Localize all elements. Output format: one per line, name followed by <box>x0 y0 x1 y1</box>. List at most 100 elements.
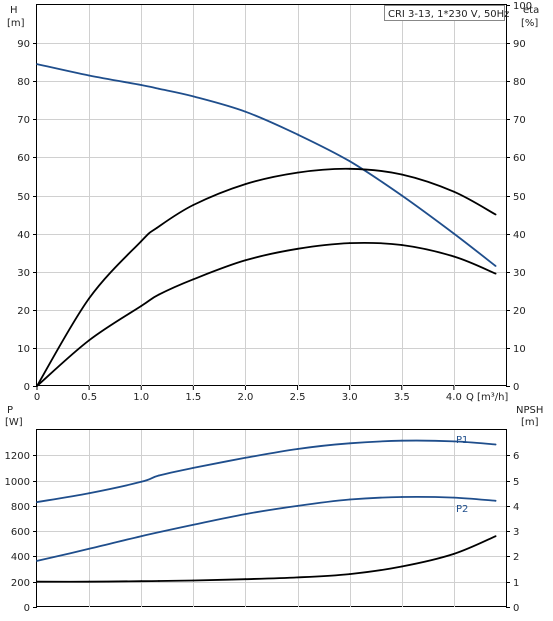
upper-series-2-point <box>140 305 143 307</box>
upper-plot-frame <box>36 4 507 386</box>
lower-series-1-point <box>192 523 195 526</box>
lower-series-0-point <box>348 442 351 445</box>
right-tick-label: 6 <box>513 451 519 462</box>
left-tick-label: 0 <box>24 382 30 393</box>
x-tick-label: 4.0 <box>446 392 462 403</box>
lower-series-0-point <box>494 443 497 446</box>
upper-left-axis-label-1: H <box>10 5 18 16</box>
lower-series-2-point <box>296 576 299 579</box>
right-tick-label: 90 <box>513 39 526 50</box>
upper-series-2-point <box>400 244 403 246</box>
lower-series-0-point <box>36 501 38 503</box>
lower-series-0-point <box>88 492 90 495</box>
upper-series-1-point <box>88 297 90 300</box>
left-tick-label: 70 <box>17 115 30 126</box>
right-tick-label: 80 <box>513 77 526 88</box>
right-tick-label: 4 <box>513 502 519 513</box>
lower-series-1-point <box>296 505 299 507</box>
upper-left-axis-label-2: [m] <box>7 18 25 29</box>
upper-series-0-point <box>192 95 195 98</box>
left-tick-label: 30 <box>17 268 30 279</box>
lower-series-1-point <box>140 535 143 538</box>
lower-series-2-point <box>140 580 143 583</box>
left-tick-label: 800 <box>11 502 30 513</box>
upper-series-0-point <box>244 110 247 113</box>
lower-series-2-point <box>348 573 351 575</box>
lower-series-0-point <box>140 480 143 483</box>
lower-series-2-point <box>400 565 403 568</box>
x-tick-label: 2.0 <box>237 392 253 403</box>
upper-series-0-point <box>158 87 160 90</box>
upper-series-1-point <box>140 240 143 243</box>
lower-series-2-point <box>244 578 247 581</box>
left-tick-label: 50 <box>17 192 30 203</box>
right-tick-label: 10 <box>513 344 526 355</box>
upper-series-2-point <box>348 242 351 245</box>
lower-series-1-point <box>348 498 351 501</box>
upper-series-1-point <box>296 171 299 174</box>
upper-series-2-point <box>192 278 195 281</box>
upper-series-1-point <box>192 204 195 206</box>
left-tick-label: 80 <box>17 77 30 88</box>
upper-series-2-point <box>88 339 90 342</box>
x-tick-label: 1.0 <box>133 392 149 403</box>
upper-series-0-point <box>494 265 497 267</box>
right-tick-label: 3 <box>513 527 519 538</box>
chart-title: CRI 3-13, 1*230 V, 50Hz <box>388 9 509 20</box>
chart-title-box <box>384 5 505 21</box>
x-tick-label: 0.5 <box>81 392 97 403</box>
lower-series-2-point <box>453 553 455 555</box>
lower-series-2-point <box>158 580 160 582</box>
upper-series-0-point <box>400 194 403 197</box>
lower-series-2-point <box>192 579 195 582</box>
lower-right-axis-label-2: [m] <box>521 417 539 428</box>
left-tick-label: 90 <box>17 39 30 50</box>
right-tick-label: 100 <box>513 1 532 12</box>
upper-series-0-line <box>36 63 497 267</box>
lower-series-2-line <box>36 535 496 583</box>
upper-series-2-point <box>296 247 299 250</box>
upper-series-0-point <box>453 232 455 235</box>
right-tick-label: 40 <box>513 230 526 241</box>
lower-right-axis-label-1: NPSH <box>516 405 543 416</box>
upper-series-1-point <box>348 167 351 170</box>
right-tick-label: 0 <box>513 603 519 614</box>
lower-series-1-line <box>36 495 496 562</box>
lower-plot-frame <box>36 429 507 607</box>
lower-series-1-point <box>400 496 403 498</box>
lower-left-axis-label-2: [W] <box>5 417 23 428</box>
lower-series-0-point <box>296 448 299 450</box>
left-tick-label: 60 <box>17 153 30 164</box>
lower-left-axis-label-1: P <box>7 405 13 416</box>
upper-series-1-point <box>244 183 247 186</box>
right-tick-label: 20 <box>513 306 526 317</box>
x-tick-label: 1.5 <box>185 392 201 403</box>
lower-series-0-line <box>36 439 496 503</box>
left-tick-label: 10 <box>17 344 30 355</box>
x-tick-label: 0 <box>34 392 40 403</box>
left-tick-label: 600 <box>11 527 30 538</box>
left-tick-label: 40 <box>17 230 30 241</box>
right-tick-label: 5 <box>513 477 519 488</box>
series-label-p2: P2 <box>456 504 468 515</box>
upper-series-2-line <box>36 241 496 387</box>
left-tick-label: 20 <box>17 306 30 317</box>
upper-series-1-point <box>453 190 455 193</box>
left-tick-label: 400 <box>11 552 30 563</box>
x-tick-label: 2.5 <box>290 392 306 403</box>
upper-series-0-point <box>36 63 38 65</box>
upper-series-0-point <box>88 74 90 77</box>
lower-series-1-point <box>36 560 38 562</box>
upper-series-2-point <box>494 272 497 275</box>
series-label-p1: P1 <box>456 435 468 446</box>
upper-series-2-point <box>244 259 247 262</box>
right-tick-label: 70 <box>513 115 526 126</box>
upper-series-1-point <box>494 213 497 216</box>
lower-series-0-point <box>244 456 247 459</box>
right-tick-label: 60 <box>513 153 526 164</box>
upper-series-1-point <box>156 227 158 229</box>
x-tick-label: 3.5 <box>394 392 410 403</box>
upper-series-0-point <box>296 133 299 136</box>
upper-series-1-line <box>36 167 497 387</box>
